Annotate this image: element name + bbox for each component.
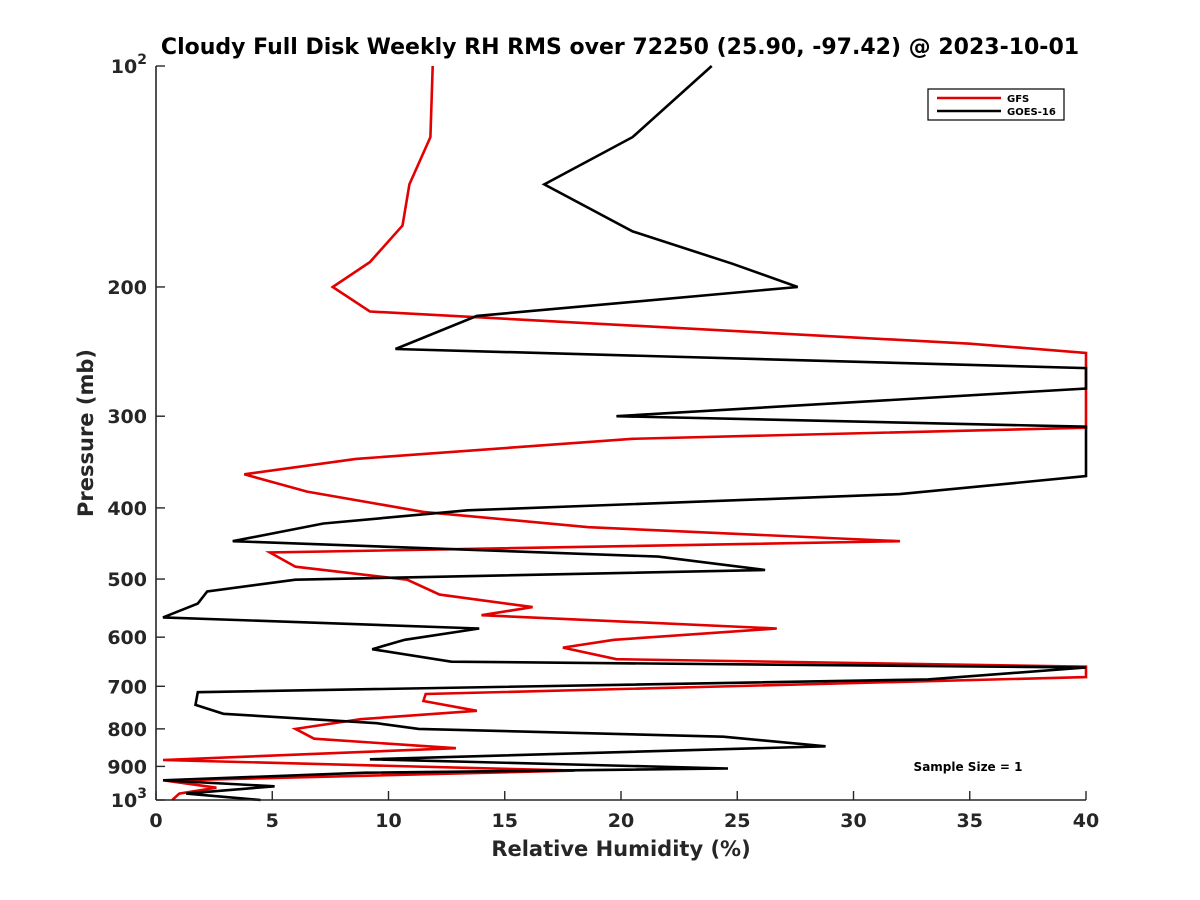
y-tick-label: 900	[107, 756, 147, 778]
x-tick-label: 5	[266, 810, 279, 832]
x-tick-label: 30	[840, 810, 866, 832]
x-tick-label: 20	[608, 810, 634, 832]
y-tick-label: 600	[107, 627, 147, 649]
y-tick-label: 102	[111, 52, 147, 78]
y-tick-label: 700	[107, 676, 147, 698]
x-tick-label: 0	[149, 810, 162, 832]
sample-size-annotation: Sample Size = 1	[914, 760, 1023, 774]
legend-box	[927, 88, 1065, 121]
series-line-goes-16	[162, 65, 1088, 802]
x-tick-label: 15	[492, 810, 518, 832]
x-tick-label: 25	[724, 810, 750, 832]
x-axis-label: Relative Humidity (%)	[491, 837, 750, 861]
x-tick-label: 10	[375, 810, 401, 832]
x-tick-label: 40	[1073, 810, 1099, 832]
y-axis-label: Pressure (mb)	[74, 349, 98, 517]
y-tick-label: 103	[111, 786, 147, 812]
legend: GFS GOES-16	[927, 88, 1065, 121]
y-ticks: 102 200 300 400 500 600 700 800 900 103	[107, 52, 165, 812]
y-tick-label: 300	[107, 406, 147, 428]
x-tick-label: 35	[957, 810, 983, 832]
y-tick-label: 800	[107, 719, 147, 741]
legend-label-goes-16: GOES-16	[1007, 107, 1056, 118]
legend-label-gfs: GFS	[1007, 94, 1029, 105]
chart-title: Cloudy Full Disk Weekly RH RMS over 7225…	[161, 35, 1079, 60]
series-layer	[162, 65, 1088, 802]
series-line-gfs	[162, 65, 1088, 801]
x-ticks: 0 5 10 15 20 25 30 35 40	[149, 791, 1099, 832]
y-tick-label: 500	[107, 569, 147, 591]
y-tick-label: 400	[107, 498, 147, 520]
y-tick-label: 200	[107, 277, 147, 299]
